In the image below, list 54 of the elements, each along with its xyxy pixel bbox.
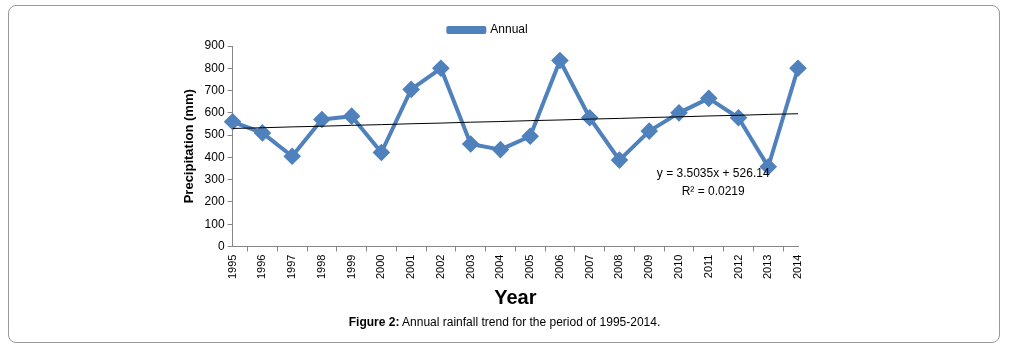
x-tick-label: 2009 [642, 254, 655, 280]
point [284, 148, 301, 165]
point [343, 108, 360, 125]
x-tick-label: 2003 [463, 254, 476, 280]
point [373, 144, 390, 161]
point [432, 60, 449, 77]
x-tick-label: 2010 [672, 254, 684, 280]
x-tick-label: 2004 [493, 254, 506, 280]
point [611, 152, 628, 169]
point [403, 81, 420, 98]
x-axis-title: Year [494, 285, 537, 308]
y-tick-label: 500 [204, 127, 225, 142]
point [700, 90, 717, 107]
y-tick-label: 600 [204, 105, 225, 120]
y-tick-label: 200 [204, 194, 225, 209]
x-tick-label: 1995 [225, 254, 238, 280]
x-tick-label: 2005 [523, 254, 536, 280]
y-tick-label: 300 [204, 172, 225, 186]
point [254, 124, 271, 141]
point [551, 52, 568, 69]
x-tick-label: 2011 [701, 254, 714, 279]
y-tick-label: 0 [217, 238, 225, 253]
x-tick-label: 2013 [761, 254, 774, 280]
annotation: y = 3.5035x + 526.14 [656, 165, 770, 180]
legend-label: Annual [490, 22, 528, 37]
x-tick-label: 2008 [612, 254, 625, 280]
x-tick-label: 1998 [314, 254, 327, 280]
point [522, 128, 539, 145]
annotation: R² = 0.0219 [681, 183, 746, 198]
y-axis-title: Precipitation (mm) [181, 89, 197, 204]
x-tick-label: 2006 [552, 254, 565, 280]
y-tick-label: 700 [204, 82, 225, 97]
point [641, 123, 658, 140]
point [313, 111, 330, 128]
point [790, 60, 806, 77]
y-tick-label: 400 [204, 149, 225, 164]
x-tick-label: 2007 [582, 254, 595, 280]
x-tick-label: 2000 [374, 254, 387, 280]
point [462, 136, 479, 153]
x-tick-label: 1996 [255, 254, 268, 280]
x-tick-label: 2012 [731, 254, 744, 280]
y-tick-label: 800 [204, 60, 225, 75]
point [730, 109, 747, 126]
y-tick-label: 100 [204, 216, 225, 231]
point [670, 104, 687, 121]
caption: Figure 2: Annual rainfall trend for the period of 1995-2014. [347, 315, 662, 329]
x-tick-label: 1997 [285, 254, 298, 280]
point [224, 113, 241, 130]
x-tick-label: 2014 [791, 254, 804, 280]
x-tick-label: 1999 [344, 254, 357, 280]
point [492, 141, 509, 158]
x-tick-label: 2001 [404, 254, 417, 280]
y-tick-label: 900 [204, 38, 225, 53]
x-tick-label: 2002 [433, 254, 446, 280]
